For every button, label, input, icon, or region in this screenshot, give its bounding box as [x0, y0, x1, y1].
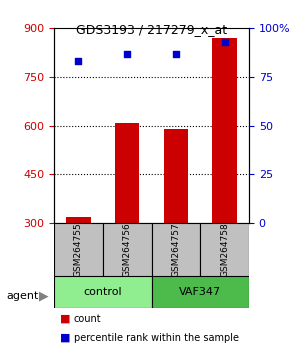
FancyBboxPatch shape: [54, 276, 152, 308]
Text: ▶: ▶: [39, 289, 48, 302]
Bar: [115, 124, 139, 320]
FancyBboxPatch shape: [152, 223, 200, 276]
Text: VAF347: VAF347: [179, 287, 221, 297]
FancyBboxPatch shape: [103, 223, 152, 276]
Bar: [66, 217, 91, 320]
Text: ■: ■: [60, 314, 70, 324]
Point: [125, 51, 130, 56]
FancyBboxPatch shape: [54, 223, 103, 276]
Text: count: count: [74, 314, 101, 324]
FancyBboxPatch shape: [200, 223, 249, 276]
Text: ■: ■: [60, 333, 70, 343]
Text: percentile rank within the sample: percentile rank within the sample: [74, 333, 238, 343]
Text: GDS3193 / 217279_x_at: GDS3193 / 217279_x_at: [76, 23, 227, 36]
Text: GSM264757: GSM264757: [171, 222, 180, 277]
Text: GSM264756: GSM264756: [123, 222, 132, 277]
Text: agent: agent: [6, 291, 38, 301]
Text: GSM264758: GSM264758: [220, 222, 229, 277]
Text: control: control: [83, 287, 122, 297]
Point: [173, 51, 178, 56]
Point: [222, 39, 227, 45]
Text: GSM264755: GSM264755: [74, 222, 83, 277]
Bar: [212, 38, 237, 320]
FancyBboxPatch shape: [152, 276, 249, 308]
Bar: [164, 129, 188, 320]
Point: [76, 58, 81, 64]
